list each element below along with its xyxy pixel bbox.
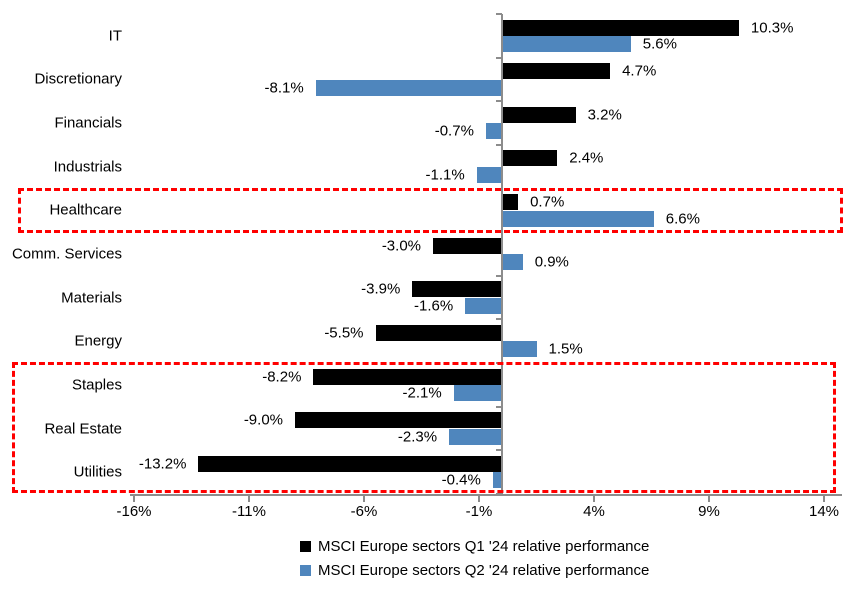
x-tick-label: -1% xyxy=(465,503,493,520)
bar-q2 xyxy=(502,210,654,227)
bar-q2 xyxy=(502,254,523,271)
category-label: Comm. Services xyxy=(11,245,122,263)
value-label: -3.0% xyxy=(381,237,421,255)
value-label: -3.9% xyxy=(361,280,401,298)
category-label: Staples xyxy=(71,376,122,394)
value-label: -0.4% xyxy=(441,471,481,489)
x-axis-tick xyxy=(593,494,595,502)
x-axis-tick xyxy=(133,494,135,502)
value-label: -5.5% xyxy=(324,324,364,342)
bar-q1 xyxy=(375,324,502,341)
highlight-box-healthcare xyxy=(18,188,843,233)
bar-q2 xyxy=(502,341,537,358)
bar-q2 xyxy=(465,297,502,314)
x-tick-label: -6% xyxy=(350,503,378,520)
legend-label-q1: MSCI Europe sectors Q1 '24 relative perf… xyxy=(318,537,650,555)
bar-q2 xyxy=(485,123,502,140)
value-label: -13.2% xyxy=(138,455,187,473)
y-axis-tick xyxy=(496,56,502,59)
value-label: -1.6% xyxy=(414,297,454,315)
y-axis-tick xyxy=(496,362,502,365)
value-label: 2.4% xyxy=(569,149,604,167)
category-label: Industrials xyxy=(53,158,122,176)
x-axis-tick xyxy=(478,494,480,502)
value-label: 0.9% xyxy=(534,253,569,271)
value-label: 1.5% xyxy=(548,340,583,358)
value-label: -8.2% xyxy=(262,368,302,386)
value-label: 3.2% xyxy=(587,106,622,124)
bar-q2 xyxy=(449,428,502,445)
bar-q1 xyxy=(502,150,558,167)
value-label: 5.6% xyxy=(642,35,677,53)
y-axis xyxy=(501,14,503,494)
bar-q1 xyxy=(313,368,502,385)
y-axis-tick xyxy=(496,13,502,15)
category-label: Utilities xyxy=(73,463,122,481)
value-label: -2.1% xyxy=(402,384,442,402)
category-label: Healthcare xyxy=(49,201,122,219)
value-label: -8.1% xyxy=(264,79,304,97)
value-label: 10.3% xyxy=(750,19,794,36)
y-axis-tick xyxy=(496,449,502,452)
y-axis-tick xyxy=(496,143,502,146)
value-label: -0.7% xyxy=(434,122,474,140)
bar-q2 xyxy=(492,472,502,489)
category-label: Energy xyxy=(74,332,122,350)
y-axis-tick xyxy=(496,318,502,321)
category-label: Materials xyxy=(61,289,122,307)
y-axis-tick xyxy=(496,405,502,408)
bar-q2 xyxy=(502,36,631,52)
y-axis-tick xyxy=(496,231,502,234)
legend-label-q2: MSCI Europe sectors Q2 '24 relative perf… xyxy=(318,561,650,579)
value-label: -9.0% xyxy=(243,411,283,429)
x-axis-tick xyxy=(708,494,710,502)
x-axis xyxy=(130,494,842,496)
category-label: IT xyxy=(108,27,122,45)
bar-q2 xyxy=(315,79,502,96)
value-label: 0.7% xyxy=(530,193,565,211)
legend-swatch-q2-icon xyxy=(300,564,311,576)
x-tick-label: 9% xyxy=(698,503,720,520)
y-axis-tick xyxy=(496,274,502,277)
bar-q1 xyxy=(433,237,502,254)
value-label: 4.7% xyxy=(622,62,657,80)
category-label: Financials xyxy=(54,114,122,132)
value-label: -1.1% xyxy=(425,166,465,184)
bar-q1 xyxy=(502,19,739,36)
x-tick-label: -11% xyxy=(232,503,266,520)
legend-item-q2: MSCI Europe sectors Q2 '24 relative perf… xyxy=(300,561,649,579)
x-tick-label: -16% xyxy=(116,503,152,520)
bar-q1 xyxy=(412,281,502,298)
value-label: 6.6% xyxy=(665,210,700,228)
bar-q1 xyxy=(502,106,576,123)
x-axis-tick xyxy=(248,494,250,502)
bar-q1 xyxy=(295,412,502,429)
x-axis-tick xyxy=(823,494,825,502)
bar-q2 xyxy=(476,166,502,183)
x-axis-tick xyxy=(363,494,365,502)
value-label: -2.3% xyxy=(397,428,438,446)
x-tick-label: 14% xyxy=(808,503,840,520)
bar-q1 xyxy=(198,455,502,472)
legend-item-q1: MSCI Europe sectors Q1 '24 relative perf… xyxy=(300,537,649,555)
y-axis-tick xyxy=(496,100,502,103)
x-tick-label: 4% xyxy=(583,503,605,520)
bar-q2 xyxy=(453,385,502,402)
bar-q1 xyxy=(502,63,611,80)
category-label: Real Estate xyxy=(44,420,122,438)
category-label: Discretionary xyxy=(34,70,122,88)
y-axis-tick xyxy=(496,187,502,190)
legend-swatch-q1-icon xyxy=(300,540,311,552)
bar-q1 xyxy=(502,194,519,211)
